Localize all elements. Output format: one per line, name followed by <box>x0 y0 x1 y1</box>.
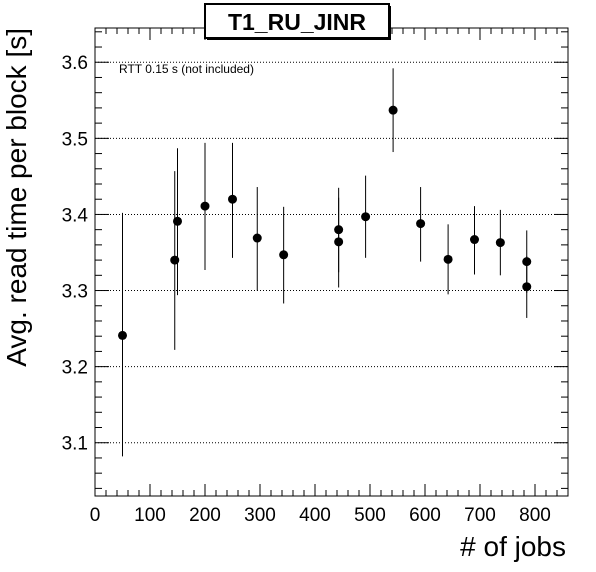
data-point <box>416 219 426 229</box>
rtt-annotation: RTT 0.15 s (not included) <box>119 62 254 76</box>
x-tick-label: 100 <box>134 505 166 526</box>
data-point <box>279 250 289 260</box>
x-tick-label: 200 <box>189 505 221 526</box>
y-tick-label: 3.5 <box>62 129 88 150</box>
y-tick-label: 3.1 <box>62 434 88 455</box>
data-point <box>173 216 182 226</box>
title-box-shadow-bottom <box>207 37 391 40</box>
grid <box>95 61 568 444</box>
x-tick-label: 600 <box>409 505 441 526</box>
data-point <box>334 225 344 235</box>
x-tick-label: 800 <box>519 505 551 526</box>
data-point <box>361 212 371 222</box>
data-point <box>334 237 344 247</box>
y-tick-label: 3.6 <box>62 53 88 74</box>
x-tick-label: 400 <box>299 505 331 526</box>
data-point <box>388 105 398 115</box>
data-point <box>170 255 180 265</box>
title-box: T1_RU_JINR <box>204 3 391 40</box>
y-tick-label: 3.4 <box>62 205 89 226</box>
chart-title: T1_RU_JINR <box>228 9 366 35</box>
x-tick-label: 500 <box>354 505 386 526</box>
y-tick-label: 3.2 <box>62 358 88 379</box>
x-axis-label: # of jobs <box>460 531 566 562</box>
x-tick-label: 700 <box>464 505 496 526</box>
data-point <box>522 257 532 267</box>
data-point <box>470 235 479 245</box>
x-tick-label: 0 <box>90 505 101 526</box>
x-tick-labels: 0 100 200 300 400 500 600 700 800 <box>90 505 551 526</box>
data-point <box>252 233 262 243</box>
data-point <box>495 238 505 248</box>
data-points <box>118 105 532 340</box>
y-axis-label: Avg. read time per block [s] <box>1 28 32 367</box>
x-tick-label: 300 <box>244 505 276 526</box>
y-tick-labels: 3.1 3.2 3.3 3.4 3.5 3.6 <box>62 53 89 454</box>
title-box-shadow-right <box>388 6 391 40</box>
y-tick-label: 3.3 <box>62 282 88 303</box>
axis-ticks <box>94 28 569 496</box>
data-point <box>228 194 237 204</box>
data-point <box>522 282 532 292</box>
data-point <box>443 254 453 264</box>
data-point <box>118 330 127 340</box>
data-point <box>200 201 210 211</box>
